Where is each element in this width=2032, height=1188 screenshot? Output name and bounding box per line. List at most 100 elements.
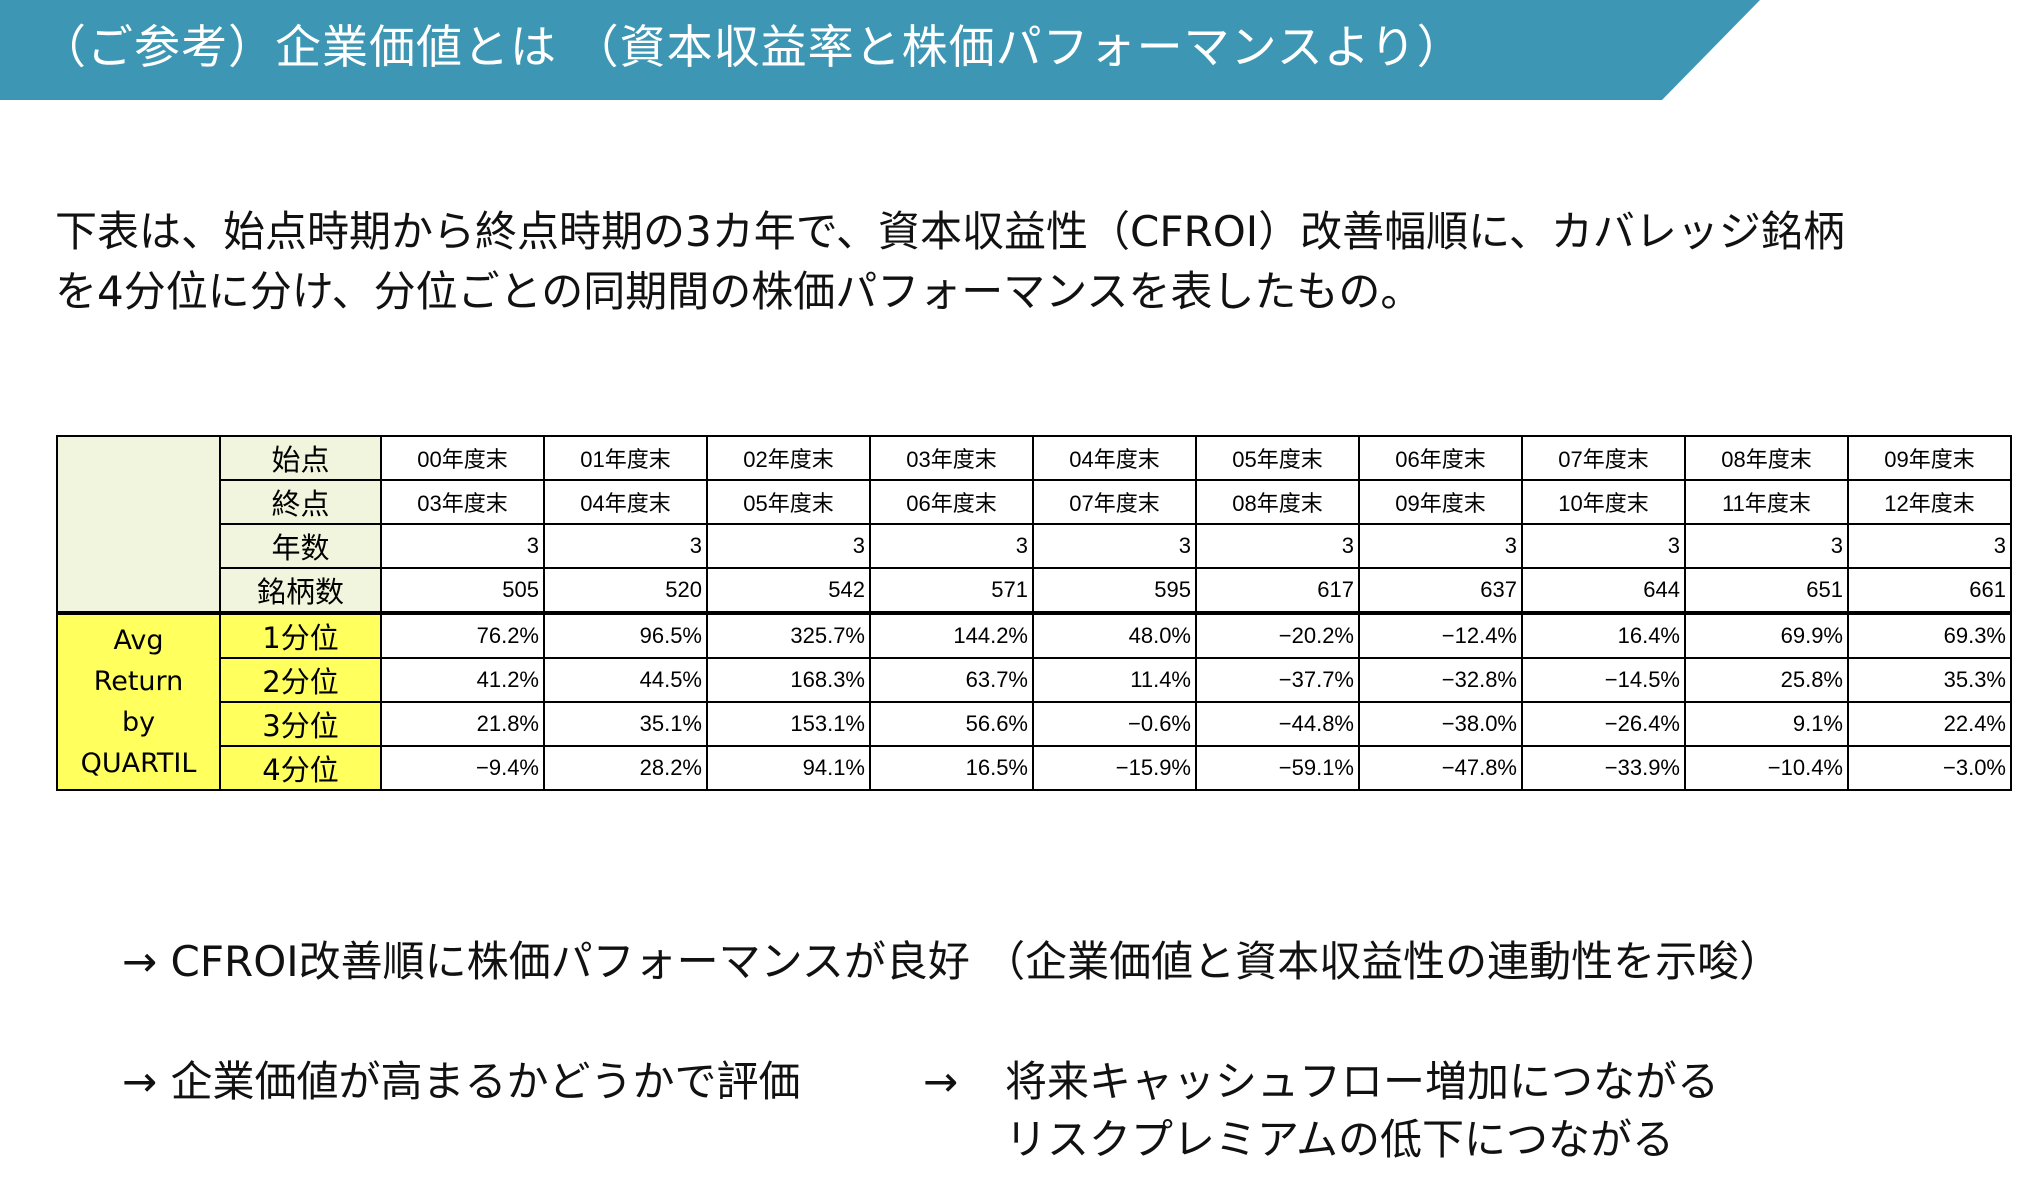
start-period-cell: 00年度末 <box>380 435 545 481</box>
table-row-end: 終点 03年度末 04年度末 05年度末 06年度末 07年度末 08年度末 09年度末 10… <box>57 479 2012 525</box>
years-cell: 3 <box>706 523 871 569</box>
quartile-1-return-cell: 325.7% <box>706 611 871 659</box>
years-cell: 3 <box>1032 523 1197 569</box>
table-row-q2: 2分位 41.2% 44.5% 168.3% 63.7% 11.4% −37.7% −32.… <box>57 657 2012 703</box>
table-row-q4: 4分位 −9.4% 28.2% 94.1% 16.5% −15.9% −59.1% −47.… <box>57 745 2012 791</box>
count-cell: 617 <box>1195 567 1360 614</box>
end-period-cell: 11年度末 <box>1684 479 1849 525</box>
quartile-label-2: 2分位 <box>219 657 382 703</box>
conclusion-2-arrow: → <box>923 1057 959 1106</box>
quartile-1-return-cell: −12.4% <box>1358 611 1523 659</box>
end-period-cell: 12年度末 <box>1847 479 2012 525</box>
quartile-2-return-cell: −37.7% <box>1195 657 1360 703</box>
count-cell: 644 <box>1521 567 1686 614</box>
row-label-count: 銘柄数 <box>219 567 382 614</box>
count-cell: 520 <box>543 567 708 614</box>
table-body: 始点 00年度末 01年度末 02年度末 03年度末 04年度末 05年度末 06年度末 07… <box>56 435 2012 791</box>
avg-label-line-3: by <box>121 707 156 738</box>
quartile-2-return-cell: 11.4% <box>1032 657 1197 703</box>
row-label-years: 年数 <box>219 523 382 569</box>
end-period-cell: 06年度末 <box>869 479 1034 525</box>
quartile-2-return-cell: 41.2% <box>380 657 545 703</box>
conclusion-2-right-1: 将来キャッシュフロー増加につながる <box>1005 1057 1720 1106</box>
quartile-2-return-cell: 44.5% <box>543 657 708 703</box>
quartile-2-return-cell: −14.5% <box>1521 657 1686 703</box>
quartile-1-return-cell: 144.2% <box>869 611 1034 659</box>
years-cell: 3 <box>380 523 545 569</box>
count-cell: 661 <box>1847 567 2012 614</box>
end-period-cell: 09年度末 <box>1358 479 1523 525</box>
count-cell: 571 <box>869 567 1034 614</box>
quartile-4-return-cell: −33.9% <box>1521 745 1686 791</box>
row-label-start: 始点 <box>219 435 382 481</box>
title-banner <box>0 0 1760 100</box>
quartile-3-return-cell: −38.0% <box>1358 701 1523 747</box>
count-cell: 542 <box>706 567 871 614</box>
quartile-1-return-cell: 96.5% <box>543 611 708 659</box>
count-cell: 637 <box>1358 567 1523 614</box>
end-period-cell: 03年度末 <box>380 479 545 525</box>
count-cell: 651 <box>1684 567 1849 614</box>
start-period-cell: 09年度末 <box>1847 435 2012 481</box>
quartile-4-return-cell: 16.5% <box>869 745 1034 791</box>
quartile-3-return-cell: −0.6% <box>1032 701 1197 747</box>
years-cell: 3 <box>1847 523 2012 569</box>
end-period-cell: 08年度末 <box>1195 479 1360 525</box>
years-cell: 3 <box>543 523 708 569</box>
description: 下表は、始点時期から終点時期の3カ年で、資本収益性（CFROI）改善幅順に、カバ… <box>55 202 1955 322</box>
quartile-4-return-cell: 28.2% <box>543 745 708 791</box>
quartile-1-return-cell: −20.2% <box>1195 611 1360 659</box>
start-period-cell: 02年度末 <box>706 435 871 481</box>
start-period-cell: 07年度末 <box>1521 435 1686 481</box>
end-period-cell: 07年度末 <box>1032 479 1197 525</box>
quartile-label-3: 3分位 <box>219 701 382 747</box>
quartile-4-return-cell: −9.4% <box>380 745 545 791</box>
quartile-3-return-cell: 9.1% <box>1684 701 1849 747</box>
years-cell: 3 <box>1684 523 1849 569</box>
conclusion-1: → CFROI改善順に株価パフォーマンスが良好 （企業価値と資本収益性の連動性を… <box>122 937 1782 986</box>
start-period-cell: 06年度末 <box>1358 435 1523 481</box>
quartile-2-return-cell: 35.3% <box>1847 657 2012 703</box>
quartile-4-return-cell: 94.1% <box>706 745 871 791</box>
quartile-1-return-cell: 16.4% <box>1521 611 1686 659</box>
start-period-cell: 01年度末 <box>543 435 708 481</box>
avg-label-line-4: QUARTIL <box>80 748 197 779</box>
quartile-label-4: 4分位 <box>219 745 382 791</box>
end-period-cell: 05年度末 <box>706 479 871 525</box>
table-row-start: 始点 00年度末 01年度末 02年度末 03年度末 04年度末 05年度末 06年度末 07… <box>56 435 2012 614</box>
start-period-cell: 05年度末 <box>1195 435 1360 481</box>
quartile-3-return-cell: −44.8% <box>1195 701 1360 747</box>
quartile-3-return-cell: −26.4% <box>1521 701 1686 747</box>
table-row-q3: 3分位 21.8% 35.1% 153.1% 56.6% −0.6% −44.8% −38.… <box>57 701 2012 747</box>
quartile-3-return-cell: 21.8% <box>380 701 545 747</box>
quartile-return-table: 始点 00年度末 01年度末 02年度末 03年度末 04年度末 05年度末 06年度末 07… <box>56 435 2012 791</box>
table-row-count: 銘柄数 505 520 542 571 595 617 637 644 651 661 <box>57 567 2012 614</box>
end-period-cell: 10年度末 <box>1521 479 1686 525</box>
avg-return-label: Avg Return by QUARTIL <box>56 611 221 791</box>
quartile-1-return-cell: 69.9% <box>1684 611 1849 659</box>
avg-label-line-1: Avg <box>113 625 164 656</box>
quartile-4-return-cell: −10.4% <box>1684 745 1849 791</box>
end-period-cell: 04年度末 <box>543 479 708 525</box>
quartile-3-return-cell: 153.1% <box>706 701 871 747</box>
years-cell: 3 <box>869 523 1034 569</box>
quartile-4-return-cell: −3.0% <box>1847 745 2012 791</box>
years-cell: 3 <box>1521 523 1686 569</box>
start-period-cell: 04年度末 <box>1032 435 1197 481</box>
years-cell: 3 <box>1358 523 1523 569</box>
count-cell: 595 <box>1032 567 1197 614</box>
years-cell: 3 <box>1195 523 1360 569</box>
start-period-cell: 08年度末 <box>1684 435 1849 481</box>
page-title: （ご参考）企業価値とは （資本収益率と株価パフォーマンスより） <box>40 20 1464 74</box>
quartile-2-return-cell: 168.3% <box>706 657 871 703</box>
row-label-end: 終点 <box>219 479 382 525</box>
quartile-3-return-cell: 22.4% <box>1847 701 2012 747</box>
table-corner-cell <box>56 435 221 614</box>
description-line-2: を4分位に分け、分位ごとの同期間の株価パフォーマンスを表したもの。 <box>55 267 1423 316</box>
quartile-4-return-cell: −15.9% <box>1032 745 1197 791</box>
quartile-3-return-cell: 56.6% <box>869 701 1034 747</box>
conclusion-2-left: → 企業価値が高まるかどうかで評価 <box>122 1057 801 1106</box>
quartile-1-return-cell: 69.3% <box>1847 611 2012 659</box>
quartile-2-return-cell: 63.7% <box>869 657 1034 703</box>
